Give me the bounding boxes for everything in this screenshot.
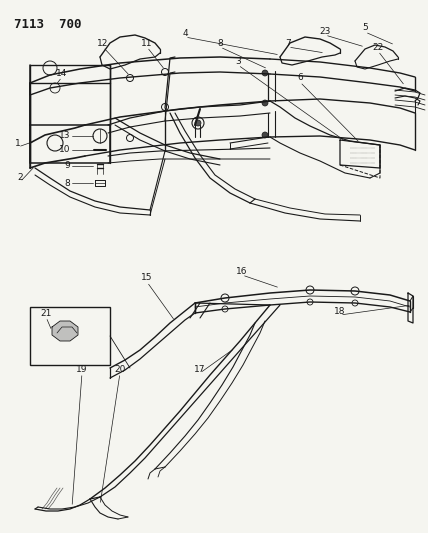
- Text: 19: 19: [76, 365, 88, 374]
- Text: 16: 16: [236, 266, 248, 276]
- Text: 13: 13: [59, 132, 70, 141]
- Circle shape: [262, 132, 268, 138]
- Text: 3: 3: [235, 56, 241, 66]
- Text: 20: 20: [114, 365, 126, 374]
- Text: 17: 17: [194, 365, 206, 374]
- Polygon shape: [52, 321, 78, 341]
- Text: 12: 12: [97, 38, 109, 47]
- Text: 7113  700: 7113 700: [14, 18, 81, 31]
- Text: 22: 22: [372, 43, 383, 52]
- Text: 1: 1: [15, 139, 21, 148]
- Text: 18: 18: [334, 306, 346, 316]
- Circle shape: [262, 100, 268, 106]
- Text: 15: 15: [141, 273, 153, 282]
- Bar: [30, 307, 110, 365]
- Text: 2: 2: [17, 174, 23, 182]
- Text: 7: 7: [285, 38, 291, 47]
- Text: 5: 5: [362, 23, 368, 33]
- Text: 6: 6: [297, 74, 303, 83]
- Text: 10: 10: [59, 146, 70, 155]
- Text: 4: 4: [182, 28, 188, 37]
- Circle shape: [262, 70, 268, 76]
- Text: 11: 11: [141, 38, 153, 47]
- Text: 8: 8: [64, 179, 70, 188]
- Text: 9: 9: [64, 161, 70, 171]
- Text: 8: 8: [217, 38, 223, 47]
- Text: 23: 23: [319, 27, 331, 36]
- Text: 21: 21: [40, 309, 52, 318]
- Circle shape: [195, 120, 201, 126]
- Text: 14: 14: [56, 69, 68, 77]
